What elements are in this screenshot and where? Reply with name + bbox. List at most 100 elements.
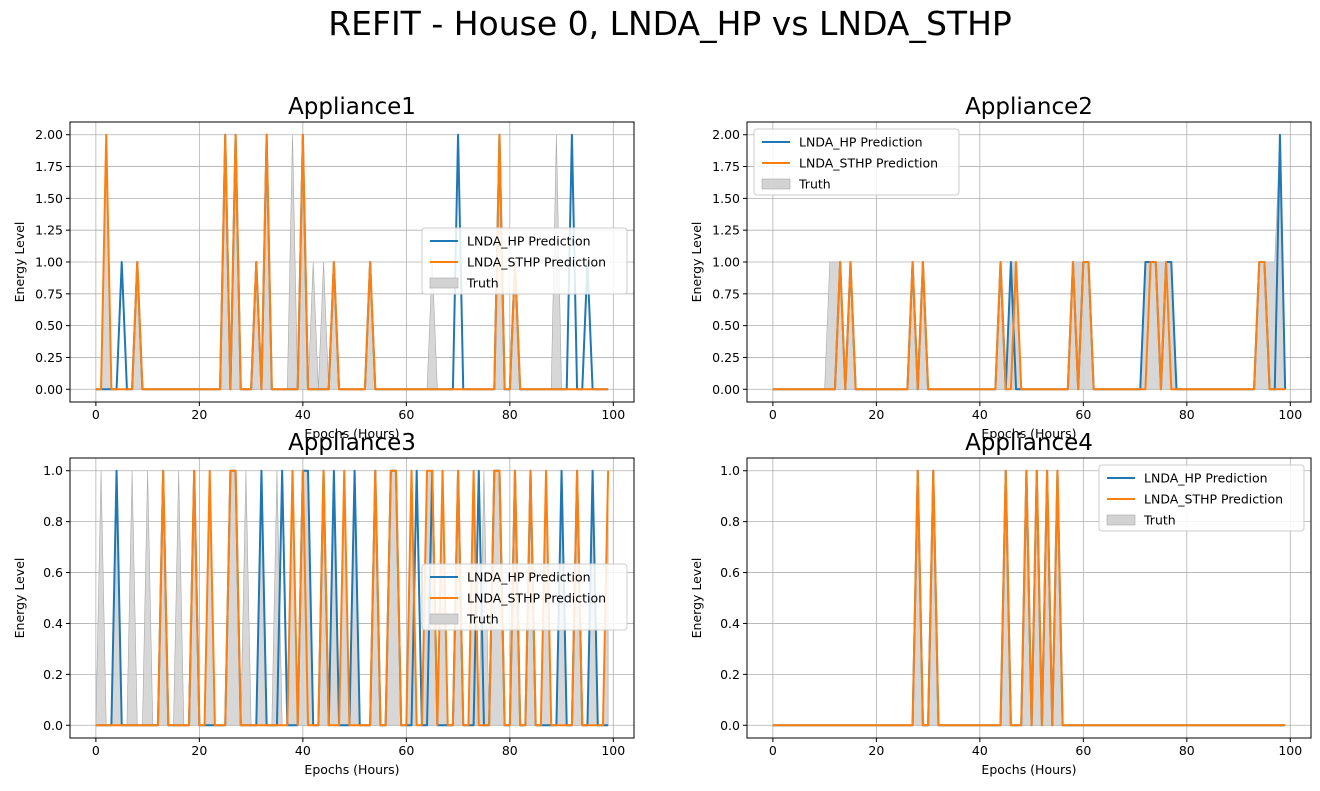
x-tick-label: 40: [295, 407, 311, 422]
legend-label: Truth: [466, 276, 499, 291]
x-tick-label: 0: [92, 743, 100, 758]
x-tick-label: 40: [972, 743, 988, 758]
y-tick-label: 0.2: [43, 667, 63, 682]
y-tick-label: 1.00: [35, 255, 63, 270]
sthp-prediction-line: [95, 133, 609, 391]
y-tick-label: 0.0: [43, 718, 63, 733]
y-tick-label: 0.75: [712, 286, 740, 301]
x-tick-label: 20: [868, 407, 884, 422]
x-tick-label: 0: [769, 407, 777, 422]
legend-truth-swatch: [429, 613, 459, 625]
sthp-prediction-line: [772, 261, 1286, 391]
x-tick-label: 100: [1278, 407, 1302, 422]
y-tick-label: 2.00: [35, 127, 63, 142]
series-group: [95, 133, 609, 391]
x-axis-label: Epochs (Hours): [981, 762, 1076, 777]
y-tick-label: 1.50: [712, 191, 740, 206]
subplot-title: Appliance4: [965, 430, 1093, 456]
y-tick-label: 1.25: [35, 223, 63, 238]
y-axis-label: Energy Level: [689, 558, 704, 639]
legend-label: LNDA_HP Prediction: [1144, 471, 1268, 486]
x-tick-label: 0: [769, 743, 777, 758]
axes-frame: [746, 457, 1312, 739]
y-tick-label: 0.50: [35, 318, 63, 333]
legend-truth-swatch: [1106, 514, 1136, 526]
subplot-title: Appliance3: [288, 430, 416, 456]
legend-label: LNDA_HP Prediction: [467, 570, 591, 585]
sthp-prediction-line: [772, 469, 1286, 727]
legend: LNDA_HP Prediction LNDA_STHP Prediction Tr…: [753, 128, 960, 196]
y-tick-label: 1.75: [35, 159, 63, 174]
x-tick-label: 40: [295, 743, 311, 758]
legend-label: LNDA_STHP Prediction: [1144, 492, 1283, 507]
legend-label: LNDA_HP Prediction: [467, 234, 591, 249]
legend-label: Truth: [798, 177, 831, 192]
y-tick-label: 1.75: [712, 159, 740, 174]
subplot-title: Appliance2: [965, 94, 1093, 120]
y-tick-label: 0.00: [35, 382, 63, 397]
y-tick-label: 0.4: [720, 616, 740, 631]
x-tick-label: 80: [1179, 407, 1195, 422]
x-tick-label: 80: [502, 407, 518, 422]
legend-box: [1098, 464, 1305, 532]
axes-frame: [69, 457, 635, 739]
y-tick-label: 1.00: [712, 255, 740, 270]
legend-label: LNDA_STHP Prediction: [467, 591, 606, 606]
sthp-prediction-line: [95, 469, 610, 727]
x-tick-label: 60: [1075, 743, 1091, 758]
x-tick-label: 0: [92, 407, 100, 422]
y-tick-label: 0.00: [712, 382, 740, 397]
y-tick-label: 0.8: [720, 514, 740, 529]
legend-box: [421, 227, 628, 295]
x-tick-label: 40: [972, 407, 988, 422]
legend-truth-swatch: [429, 277, 459, 289]
y-tick-label: 0.8: [43, 514, 63, 529]
x-tick-label: 20: [191, 407, 207, 422]
y-tick-label: 1.25: [712, 223, 740, 238]
x-tick-label: 20: [191, 743, 207, 758]
legend-box: [421, 563, 628, 631]
x-tick-label: 100: [601, 743, 625, 758]
y-tick-label: 0.6: [720, 565, 740, 580]
subplot-title: Appliance1: [288, 94, 416, 120]
x-tick-label: 60: [398, 407, 414, 422]
series-group: [95, 469, 610, 727]
y-tick-label: 1.0: [720, 463, 740, 478]
x-axis-label: Epochs (Hours): [981, 426, 1076, 441]
y-tick-label: 1.0: [43, 463, 63, 478]
legend-label: Truth: [1143, 513, 1176, 528]
y-tick-label: 0.25: [712, 350, 740, 365]
y-tick-label: 1.50: [35, 191, 63, 206]
x-tick-label: 60: [1075, 407, 1091, 422]
y-axis-label: Energy Level: [12, 558, 27, 639]
x-tick-label: 80: [502, 743, 518, 758]
x-tick-label: 20: [868, 743, 884, 758]
y-tick-label: 0.75: [35, 286, 63, 301]
y-tick-label: 0.50: [712, 318, 740, 333]
figure-suptitle: REFIT - House 0, LNDA_HP vs LNDA_STHP: [328, 4, 1012, 43]
y-tick-label: 0.4: [43, 616, 63, 631]
legend-truth-swatch: [761, 178, 791, 190]
y-tick-label: 0.0: [720, 718, 740, 733]
subplot-1: 0 20 40 60 80 100 0.00 0.25 0.50 0.75 1.00 1.25 1.50…: [12, 94, 635, 441]
legend-label: Truth: [466, 612, 499, 627]
y-tick-label: 0.6: [43, 565, 63, 580]
y-axis-label: Energy Level: [689, 222, 704, 303]
subplot-4: 0 20 40 60 80 100 0.0 0.2 0.4 0.6 0.8 1.0 Appliance4…: [689, 430, 1312, 777]
x-axis-label: Epochs (Hours): [304, 762, 399, 777]
x-tick-label: 100: [1278, 743, 1302, 758]
subplot-2: 0 20 40 60 80 100 0.00 0.25 0.50 0.75 1.00 1.25 1.50…: [689, 94, 1312, 441]
x-axis-label: Epochs (Hours): [304, 426, 399, 441]
legend: LNDA_HP Prediction LNDA_STHP Prediction Tr…: [421, 227, 628, 295]
legend-label: LNDA_HP Prediction: [799, 135, 923, 150]
legend-label: LNDA_STHP Prediction: [467, 255, 606, 270]
legend-box: [753, 128, 960, 196]
x-tick-label: 60: [398, 743, 414, 758]
legend: LNDA_HP Prediction LNDA_STHP Prediction Tr…: [1098, 464, 1305, 532]
subplot-3: 0 20 40 60 80 100 0.0 0.2 0.4 0.6 0.8 1.0 Appliance3…: [12, 430, 635, 777]
x-tick-label: 80: [1179, 743, 1195, 758]
x-tick-label: 100: [601, 407, 625, 422]
y-axis-label: Energy Level: [12, 222, 27, 303]
